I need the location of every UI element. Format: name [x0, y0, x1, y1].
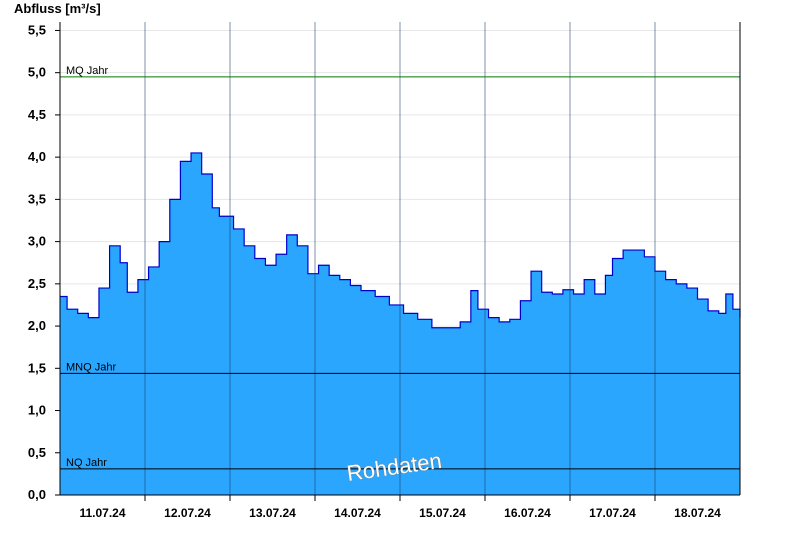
y-tick-label: 0,5: [28, 445, 46, 460]
x-tick-label: 17.07.24: [589, 506, 636, 520]
x-tick-label: 15.07.24: [419, 506, 466, 520]
y-tick-label: 0,0: [28, 487, 46, 502]
reference-line-label: MNQ Jahr: [66, 361, 116, 373]
x-tick-label: 13.07.24: [249, 506, 296, 520]
reference-line-label: NQ Jahr: [66, 457, 107, 469]
y-tick-label: 1,0: [28, 403, 46, 418]
y-tick-label: 4,0: [28, 149, 46, 164]
x-tick-label: 18.07.24: [674, 506, 721, 520]
discharge-line: [60, 152, 741, 329]
y-axis-label: Abfluss [m³/s]: [14, 1, 101, 16]
y-tick-label: 1,5: [28, 360, 46, 375]
reference-lines: MQ Jahr MNQ Jahr NQ Jahr: [60, 65, 740, 470]
y-tick-label: 4,5: [28, 107, 46, 122]
x-tick-label: 14.07.24: [334, 506, 381, 520]
y-tick-label: 2,0: [28, 318, 46, 333]
y-tick-label: 2,5: [28, 276, 46, 291]
y-tick-label: 5,5: [28, 22, 46, 37]
y-tick-label: 5,0: [28, 65, 46, 80]
day-separators: [144, 22, 656, 495]
reference-line-label: MQ Jahr: [66, 65, 109, 77]
y-tick-label: 3,5: [28, 191, 46, 206]
x-tick-label: 11.07.24: [79, 506, 125, 520]
x-tick-label: 12.07.24: [164, 506, 211, 520]
y-ticks: 0,0 0,5 1,0 1,5 2,0 2,5 3,0 3,5 4,0 4,5 5,0 5,5: [28, 22, 60, 502]
y-tick-label: 3,0: [28, 234, 46, 249]
x-ticks: 11.07.24 12.07.24 13.07.24 14.07.24 15.07.24…: [79, 495, 721, 520]
x-tick-label: 16.07.24: [504, 506, 551, 520]
